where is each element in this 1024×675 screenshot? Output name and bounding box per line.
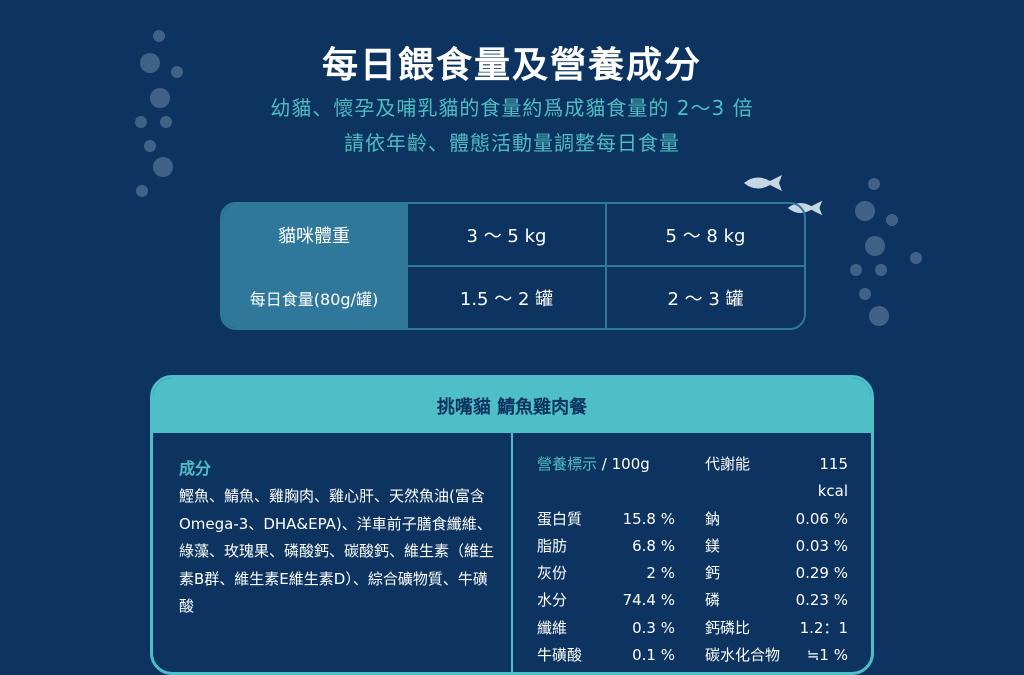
nutrition-label: 營養標示 / 100g xyxy=(537,451,675,506)
nutrient-name: 鈣 xyxy=(705,564,721,583)
nutrient-value: 0.29 % xyxy=(795,564,848,583)
nutrient-value: 0.1 % xyxy=(632,646,675,665)
cell-amount-small: 1.5 ～ 2 罐 xyxy=(408,267,607,328)
nutrition-unit: / 100g xyxy=(601,455,650,473)
nutrient-value: 6.8 % xyxy=(632,536,675,555)
nutrient-name: 碳水化合物 xyxy=(705,646,781,665)
row-label-daily-amount: 每日食量(80g/罐) xyxy=(222,267,408,328)
cell-amount-large: 2 ～ 3 罐 xyxy=(667,288,744,310)
nutrient-name: 鈉 xyxy=(705,509,721,528)
product-card: 挑嘴貓 鯖魚雞肉餐 成分 鰹魚、鯖魚、雞胸肉、雞心肝、天然魚油(富含Omega-… xyxy=(150,375,874,675)
page-title: 每日餵食量及營養成分 xyxy=(321,45,702,86)
bubble-icon xyxy=(875,264,887,276)
spacer xyxy=(675,533,705,560)
nutrient-value: 15.8 % xyxy=(622,509,675,528)
row-label-weight: 貓咪體重 xyxy=(222,204,408,267)
bubble-icon xyxy=(855,201,875,221)
spacer xyxy=(675,587,705,614)
ingredients-text: 鰹魚、鯖魚、雞胸肉、雞心肝、天然魚油(富含Omega-3、DHA&EPA)、洋車… xyxy=(179,487,495,615)
bubble-icon xyxy=(910,252,922,264)
spacer xyxy=(675,615,705,642)
nutrient-value: 0.3 % xyxy=(632,618,675,637)
nutrition-grid: 營養標示 / 100g 代謝能 115 kcal 蛋白質 15.8 % 鈉 0.06 … xyxy=(513,433,848,672)
ingredients-section: 成分 鰹魚、鯖魚、雞胸肉、雞心肝、天然魚油(富含Omega-3、DHA&EPA)… xyxy=(153,433,513,672)
bubble-icon xyxy=(850,264,862,276)
bubble-icon xyxy=(869,306,889,326)
bubble-icon xyxy=(140,53,160,73)
nutrient-value: 2 % xyxy=(646,564,675,583)
nutrient-name: 水分 xyxy=(537,591,568,610)
product-name: 挑嘴貓 鯖魚雞肉餐 xyxy=(153,378,871,433)
bubble-icon xyxy=(135,116,147,128)
bubble-icon xyxy=(868,178,880,190)
spacer xyxy=(675,560,705,587)
energy-value: 115 kcal xyxy=(817,455,848,501)
nutrient-name: 鈣磷比 xyxy=(705,618,751,637)
nutrient-name: 蛋白質 xyxy=(537,509,583,528)
cell-weight-small: 3 ～ 5 kg xyxy=(408,204,607,267)
bubble-icon xyxy=(160,116,172,128)
bubble-icon xyxy=(150,88,170,108)
bubble-icon xyxy=(865,236,885,256)
cell-weight-large: 5 ～ 8 kg xyxy=(607,204,804,267)
nutrition-label-text: 營養標示 xyxy=(537,455,598,473)
nutrient-name: 鎂 xyxy=(705,536,721,555)
nutrient-name: 牛磺酸 xyxy=(537,646,583,665)
nutrient-value: 74.4 % xyxy=(622,591,675,610)
bubble-icon xyxy=(171,66,183,78)
nutrient-value: ≒1 % xyxy=(806,646,848,665)
spacer xyxy=(675,642,705,669)
nutrient-value: 0.03 % xyxy=(795,536,848,555)
ingredients-title: 成分 xyxy=(179,459,212,478)
nutrient-name: 灰份 xyxy=(537,564,568,583)
energy-label: 代謝能 xyxy=(705,455,751,473)
bubble-icon xyxy=(886,214,898,226)
bubble-icon xyxy=(859,288,871,300)
bubble-icon xyxy=(153,30,165,42)
subtitle-line-2: 請依年齡、體態活動量調整每日食量 xyxy=(344,131,680,155)
bubble-icon xyxy=(153,157,173,177)
feeding-table: 貓咪體重 3 ～ 5 kg 5 ～ 8 kg 每日食量(80g/罐) 1.5 ～… xyxy=(220,202,806,330)
nutrient-value: 1.2：1 xyxy=(799,618,848,637)
bubble-icon xyxy=(144,140,156,152)
nutrient-name: 磷 xyxy=(705,591,721,610)
spacer xyxy=(675,451,705,506)
nutrient-value: 0.06 % xyxy=(795,509,848,528)
spacer xyxy=(675,506,705,533)
bubble-icon xyxy=(136,185,148,197)
nutrient-name: 纖維 xyxy=(537,618,568,637)
nutrient-value: 0.23 % xyxy=(795,591,848,610)
fish-icon xyxy=(744,175,782,191)
subtitle-line-1: 幼貓、懷孕及哺乳貓的食量約爲成貓食量的 2～3 倍 xyxy=(270,96,754,120)
nutrient-name: 脂肪 xyxy=(537,536,568,555)
